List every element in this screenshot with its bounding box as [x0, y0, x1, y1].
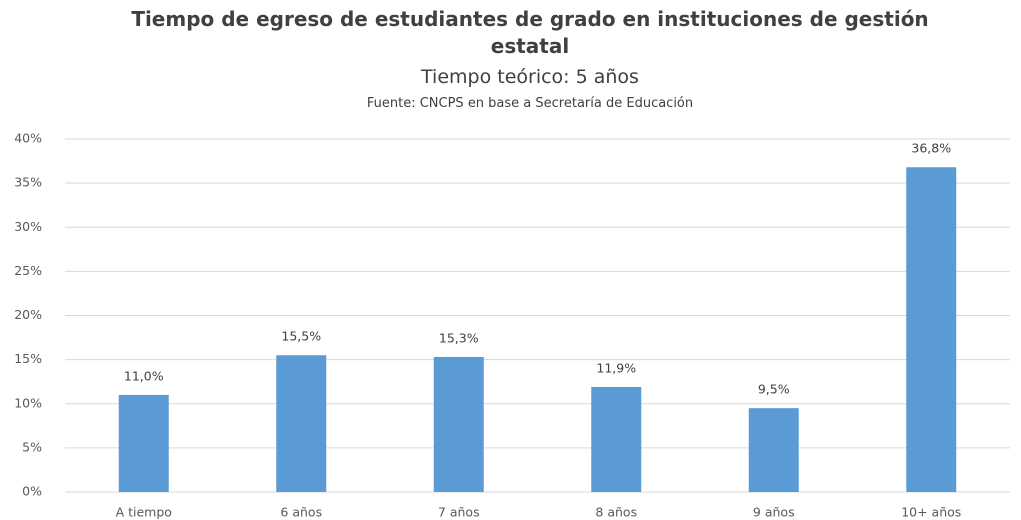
x-tick-label: A tiempo — [116, 505, 172, 520]
x-tick-label: 10+ años — [901, 505, 961, 520]
bar — [276, 355, 327, 492]
y-tick-label: 10% — [14, 395, 42, 410]
y-tick-label: 30% — [14, 219, 42, 234]
data-label: 15,5% — [281, 329, 321, 344]
data-label: 11,9% — [596, 360, 636, 375]
bar — [591, 386, 642, 492]
y-tick-label: 5% — [22, 439, 42, 454]
y-tick-label: 20% — [14, 307, 42, 322]
chart-title: Tiempo de egreso de estudiantes de grado… — [131, 7, 929, 58]
bar — [906, 167, 957, 493]
chart-source: Fuente: CNCPS en base a Secretaría de Ed… — [366, 96, 694, 111]
y-tick-label: 35% — [14, 175, 42, 190]
bar — [748, 408, 799, 492]
bar — [118, 394, 169, 492]
data-label: 15,3% — [439, 330, 479, 345]
x-tick-label: 7 años — [438, 505, 480, 520]
data-label: 9,5% — [758, 382, 790, 397]
y-tick-label: 15% — [14, 351, 42, 366]
bar — [433, 356, 484, 492]
chart-subtitle: Tiempo teórico: 5 años — [421, 66, 639, 88]
x-tick-label: 8 años — [595, 505, 637, 520]
x-tick-label: 9 años — [753, 505, 795, 520]
y-tick-label: 0% — [22, 484, 42, 499]
y-tick-label: 40% — [14, 131, 42, 146]
data-label: 36,8% — [911, 141, 951, 156]
data-label: 11,0% — [124, 368, 164, 383]
y-tick-label: 25% — [14, 263, 42, 278]
x-tick-label: 6 años — [280, 505, 322, 520]
